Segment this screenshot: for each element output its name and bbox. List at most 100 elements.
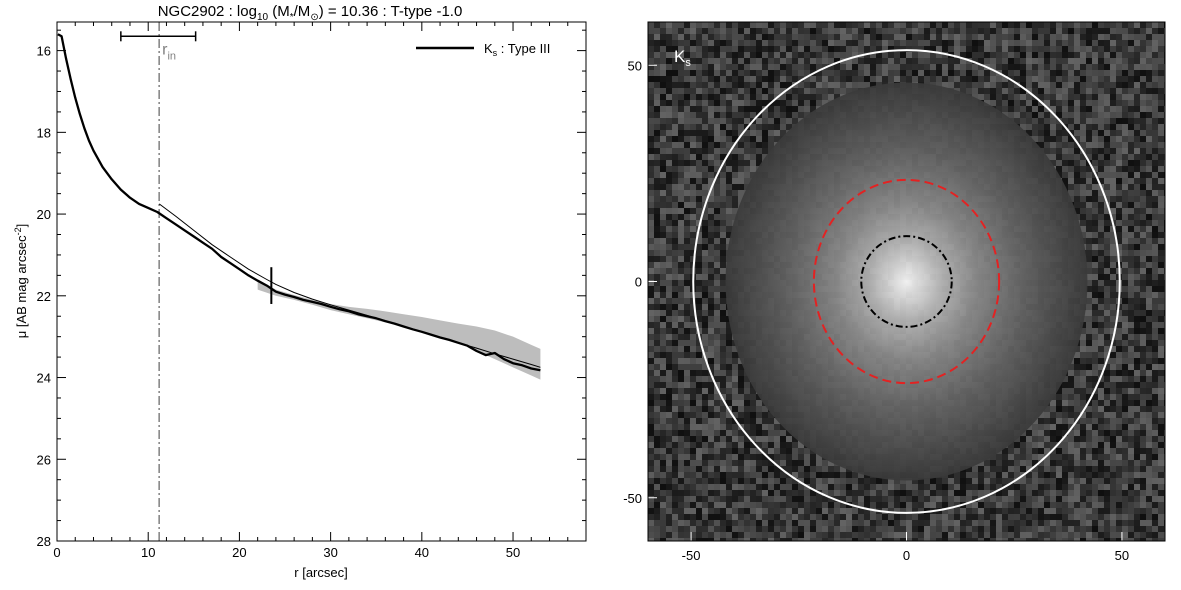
noise-pixel	[756, 100, 762, 106]
noise-pixel	[1008, 58, 1014, 64]
noise-pixel	[1134, 226, 1140, 232]
noise-pixel	[1056, 64, 1062, 70]
noise-pixel	[672, 70, 678, 76]
noise-pixel	[768, 58, 774, 64]
noise-pixel	[660, 304, 666, 310]
noise-pixel	[1056, 130, 1062, 136]
noise-pixel	[1050, 124, 1056, 130]
noise-pixel	[972, 40, 978, 46]
noise-pixel	[816, 40, 822, 46]
noise-pixel	[786, 124, 792, 130]
noise-pixel	[1128, 88, 1134, 94]
noise-pixel	[678, 316, 684, 322]
noise-pixel	[1098, 64, 1104, 70]
noise-pixel	[1110, 136, 1116, 142]
noise-pixel	[762, 118, 768, 124]
noise-pixel	[1158, 76, 1164, 82]
noise-pixel	[708, 58, 714, 64]
noise-pixel	[1098, 298, 1104, 304]
noise-pixel	[720, 112, 726, 118]
noise-pixel	[804, 40, 810, 46]
noise-pixel	[1086, 34, 1092, 40]
noise-pixel	[1104, 70, 1110, 76]
noise-pixel	[774, 118, 780, 124]
noise-pixel	[966, 28, 972, 34]
noise-pixel	[1140, 58, 1146, 64]
noise-pixel	[1050, 160, 1056, 166]
noise-pixel	[870, 64, 876, 70]
noise-pixel	[858, 40, 864, 46]
noise-pixel	[1128, 334, 1134, 340]
noise-pixel	[1038, 58, 1044, 64]
noise-pixel	[1128, 238, 1134, 244]
noise-pixel	[648, 328, 654, 334]
noise-pixel	[666, 28, 672, 34]
noise-pixel	[1128, 34, 1134, 40]
noise-pixel	[840, 40, 846, 46]
noise-pixel	[1086, 268, 1092, 274]
noise-pixel	[690, 136, 696, 142]
noise-pixel	[774, 52, 780, 58]
noise-pixel	[1134, 298, 1140, 304]
noise-pixel	[1146, 214, 1152, 220]
noise-pixel	[822, 70, 828, 76]
noise-pixel	[696, 100, 702, 106]
noise-pixel	[732, 352, 738, 358]
noise-pixel	[708, 298, 714, 304]
noise-pixel	[1134, 124, 1140, 130]
noise-pixel	[1068, 142, 1074, 148]
noise-pixel	[696, 46, 702, 52]
noise-pixel	[684, 40, 690, 46]
noise-pixel	[1092, 274, 1098, 280]
noise-pixel	[1098, 40, 1104, 46]
noise-pixel	[1158, 256, 1164, 262]
noise-pixel	[1068, 70, 1074, 76]
noise-pixel	[1146, 346, 1152, 352]
noise-pixel	[1086, 202, 1092, 208]
noise-pixel	[768, 28, 774, 34]
noise-pixel	[702, 262, 708, 268]
noise-pixel	[732, 28, 738, 34]
noise-pixel	[714, 76, 720, 82]
noise-pixel	[684, 166, 690, 172]
noise-pixel	[1092, 94, 1098, 100]
noise-pixel	[678, 154, 684, 160]
noise-pixel	[1104, 304, 1110, 310]
noise-pixel	[978, 58, 984, 64]
noise-pixel	[1044, 94, 1050, 100]
noise-pixel	[720, 184, 726, 190]
noise-pixel	[732, 22, 738, 28]
noise-pixel	[1074, 100, 1080, 106]
noise-pixel	[1098, 316, 1104, 322]
noise-pixel	[1104, 148, 1110, 154]
noise-pixel	[1098, 130, 1104, 136]
noise-pixel	[1104, 82, 1110, 88]
noise-pixel	[1062, 118, 1068, 124]
noise-pixel	[738, 94, 744, 100]
noise-pixel	[1146, 22, 1152, 28]
noise-pixel	[1098, 148, 1104, 154]
noise-pixel	[1116, 82, 1122, 88]
noise-pixel	[1086, 88, 1092, 94]
noise-pixel	[1008, 94, 1014, 100]
noise-pixel	[1134, 58, 1140, 64]
noise-pixel	[816, 64, 822, 70]
noise-pixel	[666, 118, 672, 124]
noise-pixel	[1056, 142, 1062, 148]
noise-pixel	[666, 238, 672, 244]
noise-pixel	[1032, 64, 1038, 70]
noise-pixel	[846, 34, 852, 40]
noise-pixel	[984, 46, 990, 52]
noise-pixel	[1134, 142, 1140, 148]
noise-pixel	[1080, 22, 1086, 28]
noise-pixel	[930, 22, 936, 28]
noise-pixel	[954, 52, 960, 58]
noise-pixel	[672, 190, 678, 196]
noise-pixel	[648, 76, 654, 82]
noise-pixel	[1134, 106, 1140, 112]
noise-pixel	[1086, 232, 1092, 238]
noise-pixel	[960, 34, 966, 40]
noise-pixel	[1122, 40, 1128, 46]
noise-pixel	[786, 58, 792, 64]
noise-pixel	[1146, 166, 1152, 172]
